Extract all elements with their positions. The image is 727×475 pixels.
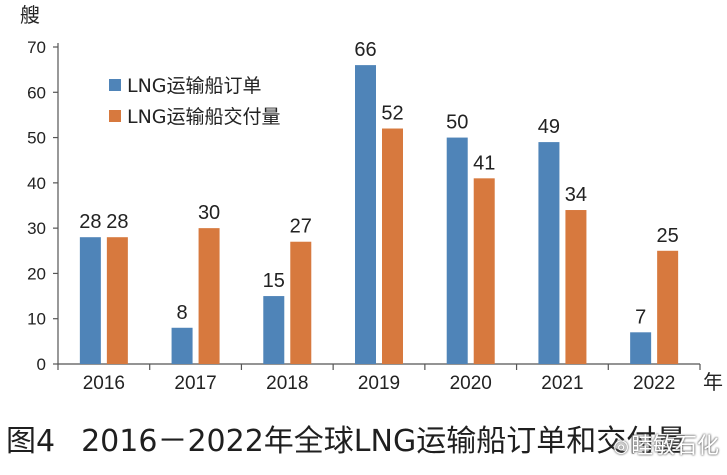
data-label: 49 <box>538 116 560 138</box>
y-tick-label: 60 <box>27 83 46 102</box>
figure-label: 图4 <box>6 424 56 459</box>
bar-orders <box>171 327 193 364</box>
y-axis-label: 艘 <box>20 3 40 27</box>
y-tick-label: 50 <box>27 129 46 148</box>
data-label: 15 <box>263 270 285 292</box>
x-tick-label: 2018 <box>266 373 308 394</box>
x-tick-label: 2016 <box>83 373 125 394</box>
y-tick-label: 10 <box>27 310 46 329</box>
y-tick-label: 30 <box>27 219 46 238</box>
y-tick-label: 20 <box>27 264 46 283</box>
data-label: 52 <box>381 103 403 125</box>
bar-deliveries <box>290 241 312 364</box>
bar-deliveries <box>473 178 495 364</box>
y-axis-ticks: 0 10 20 30 40 50 60 70 <box>27 38 58 374</box>
data-label: 66 <box>354 39 376 61</box>
legend-swatch <box>109 79 121 91</box>
y-tick-label: 0 <box>37 355 46 374</box>
watermark-text: 睦敏石化 <box>630 434 719 459</box>
legend-label: LNG运输船交付量 <box>127 106 281 128</box>
x-tick-label: 2022 <box>633 373 675 394</box>
bar-orders <box>263 296 285 364</box>
chart-axes <box>57 43 700 365</box>
bar-orders <box>79 237 101 364</box>
chart-legend: LNG运输船订单 LNG运输船交付量 <box>109 75 281 128</box>
data-label: 28 <box>79 211 101 233</box>
wechat-icon: ◎ <box>613 436 629 457</box>
legend-swatch <box>109 110 121 122</box>
bar-orders <box>355 65 376 364</box>
data-label: 25 <box>657 225 679 247</box>
data-label: 28 <box>106 211 128 233</box>
bar-deliveries <box>382 128 403 364</box>
bar-deliveries <box>657 250 679 364</box>
bar-orders <box>630 332 652 364</box>
bar-orders <box>446 137 468 364</box>
figure-caption: 图4 2016－2022年全球LNG运输船订单和交付量 <box>6 420 686 464</box>
data-label: 30 <box>198 202 220 224</box>
x-axis-ticks: 2016 2017 2018 2019 2020 2021 2022 <box>57 364 701 394</box>
bar-orders <box>538 142 560 364</box>
data-label: 27 <box>290 216 312 238</box>
y-tick-label: 40 <box>27 174 46 193</box>
watermark: ◎睦敏石化 <box>613 432 719 462</box>
data-label: 41 <box>473 152 495 174</box>
x-tick-label: 2021 <box>541 373 583 394</box>
legend-label: LNG运输船订单 <box>127 75 262 97</box>
data-label: 34 <box>565 184 587 206</box>
x-tick-label: 2017 <box>174 373 216 394</box>
data-label: 8 <box>177 302 188 324</box>
chart-bars <box>79 65 679 364</box>
data-label: 7 <box>635 306 646 328</box>
bar-deliveries <box>565 210 587 364</box>
x-tick-label: 2019 <box>358 373 400 394</box>
figure-caption-text: 2016－2022年全球LNG运输船订单和交付量 <box>81 424 687 459</box>
y-tick-label: 70 <box>27 38 46 57</box>
x-tick-label: 2020 <box>450 373 492 394</box>
bar-deliveries <box>106 237 128 364</box>
data-label: 50 <box>446 112 468 134</box>
x-axis-label: 年 <box>703 370 723 394</box>
bar-deliveries <box>198 228 220 364</box>
